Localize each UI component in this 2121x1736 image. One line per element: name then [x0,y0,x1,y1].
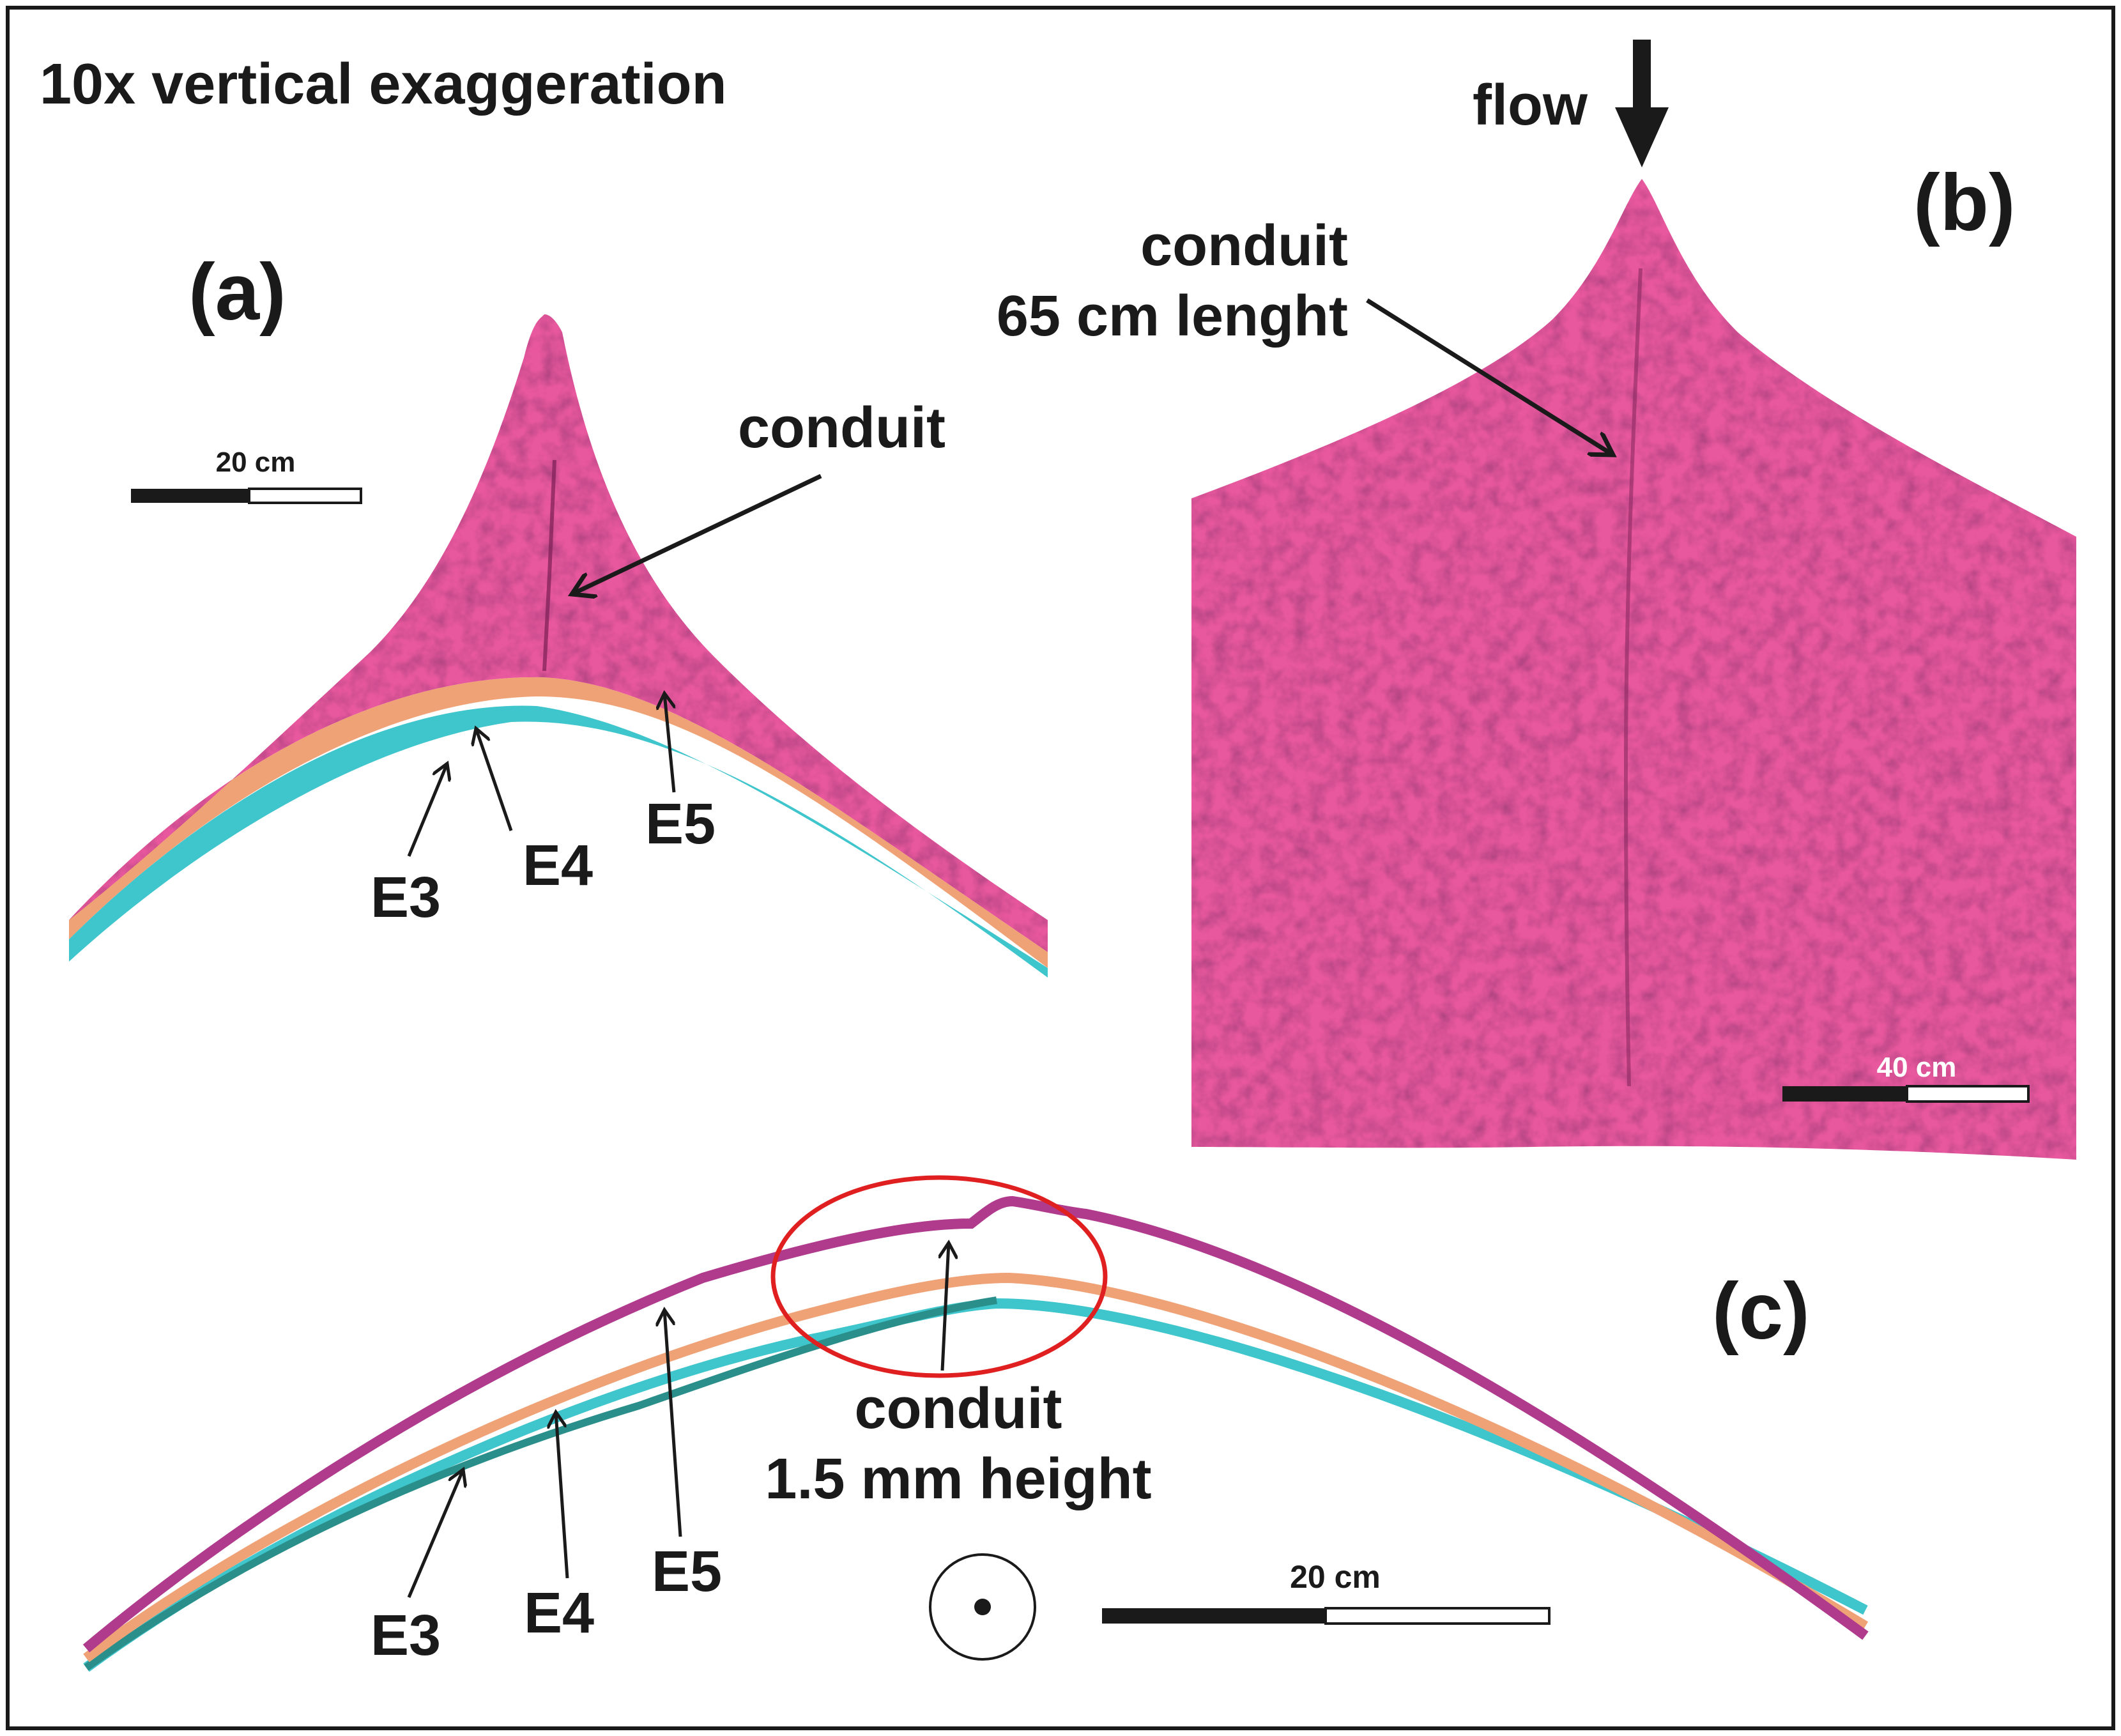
panel-a-label: (a) [188,248,286,337]
panel-c-event-e5: E5 [652,1540,722,1604]
panel-b-scale-bar: 40 cm [1782,1052,2030,1103]
panel-c-profile-teal [84,1296,997,1671]
panel-a-pink-surface [69,314,1048,952]
panel-a-e4-arrow [476,728,513,831]
panel-a-layer-cyan [69,705,1048,978]
figure-title: 10x vertical exaggeration [40,52,727,116]
panel-a-e5-arrow [664,693,676,793]
panel-c-conduit-line1: conduit [855,1377,1062,1441]
panel-b-conduit-line1: conduit [1140,214,1348,278]
panel-c-profile-magenta [82,1195,1869,1653]
panel-c-scale-bar: 20 cm [1102,1559,1551,1625]
panel-c-conduit-line2: 1.5 mm height [765,1447,1151,1511]
panel-b-flow-arrow [1615,40,1669,167]
panel-a: (a) 20 cm conduit E3 E4 E5 [69,248,1048,978]
panel-b-pink-surface [1191,179,2076,1160]
panel-c-scale-label: 20 cm [1290,1559,1381,1595]
panel-b-conduit-line [1623,268,1642,1087]
panel-b-flow-label: flow [1473,73,1588,137]
panel-a-event-e3: E3 [371,866,441,930]
panel-a-scale-bar: 20 cm [131,447,362,504]
panel-a-event-e4: E4 [523,834,593,898]
panel-c-conduit-arrow [942,1243,949,1371]
panel-b-conduit-line2: 65 cm lenght [997,284,1348,348]
panel-b: (b) flow conduit 65 cm lenght 40 cm [997,40,2076,1160]
panel-b-conduit-arrow [1366,298,1613,455]
panel-c-e5-arrow [664,1310,682,1537]
panel-a-conduit-ridge [542,459,556,672]
panel-a-layer-orange [69,677,1048,968]
panel-c-event-e4: E4 [524,1581,594,1645]
panel-c-e4-arrow [556,1412,569,1579]
panel-a-e3-arrow [407,764,447,857]
panel-c-profile-orange [83,1272,1869,1663]
panel-c: (c) conduit 1.5 mm height E3 E4 E5 20 cm [82,1175,1869,1672]
panel-a-conduit-arrow [572,473,822,594]
panel-c-out-of-plane-symbol [929,1553,1036,1661]
panel-c-event-e3: E3 [371,1604,441,1668]
panel-b-scale-label: 40 cm [1877,1052,1957,1083]
panel-a-event-e5: E5 [645,792,716,856]
panel-a-scale-label: 20 cm [216,447,296,478]
panel-a-conduit-label: conduit [738,396,946,460]
panel-c-highlight-ellipse [770,1175,1108,1378]
panel-c-label: (c) [1712,1267,1810,1356]
panel-c-e3-arrow [407,1470,463,1598]
panel-b-label: (b) [1913,158,2016,247]
